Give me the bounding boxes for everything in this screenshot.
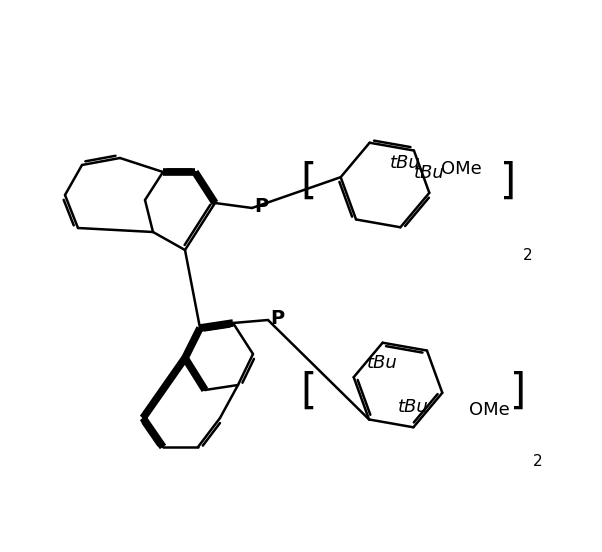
Text: P: P (270, 310, 284, 328)
Text: [: [ (300, 161, 316, 203)
Text: ]: ] (500, 161, 516, 203)
Text: 2: 2 (533, 454, 542, 470)
Text: [: [ (300, 371, 316, 413)
Text: OMe: OMe (470, 401, 510, 419)
Text: tBu: tBu (398, 399, 429, 416)
Text: OMe: OMe (441, 160, 482, 178)
Text: tBu: tBu (389, 153, 420, 172)
Text: tBu: tBu (414, 164, 445, 182)
Text: ]: ] (510, 371, 526, 413)
Text: tBu: tBu (367, 354, 398, 371)
Text: P: P (254, 198, 268, 216)
Text: 2: 2 (523, 247, 533, 263)
